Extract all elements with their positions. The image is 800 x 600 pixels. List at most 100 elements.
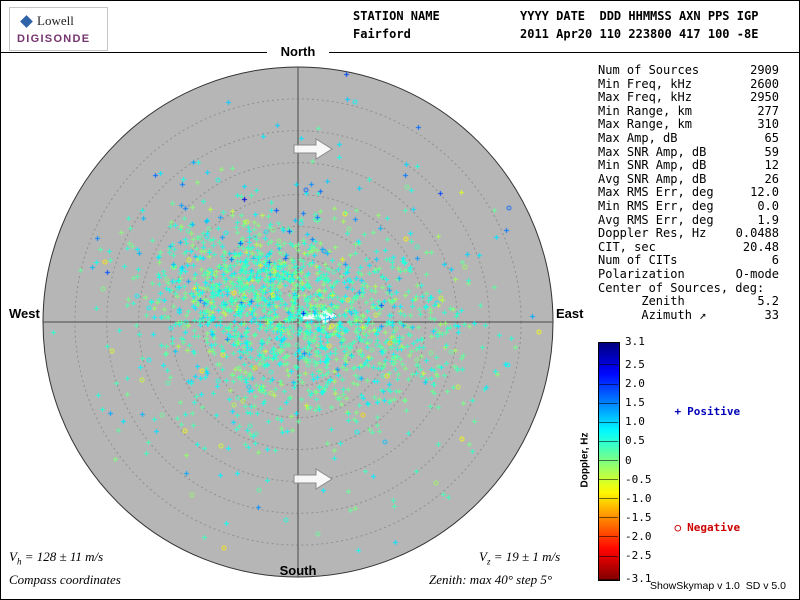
parameter-value: 26 bbox=[764, 171, 779, 186]
parameter-value: 20.48 bbox=[742, 239, 779, 254]
parameter-label: Max SNR Amp, dB bbox=[598, 144, 707, 159]
parameter-value: 12.0 bbox=[750, 185, 779, 200]
parameter-value: 1.9 bbox=[757, 212, 779, 227]
colorbar-tick-label: 2.5 bbox=[625, 357, 645, 371]
parameter-label: Center of Sources, deg: bbox=[598, 280, 765, 295]
parameter-label: Min RMS Err, deg bbox=[598, 198, 714, 213]
parameter-row: Polarization O-mode bbox=[598, 266, 779, 282]
parameter-label: Num of Sources bbox=[598, 63, 700, 77]
parameter-row: Azimuth ↗ 33 bbox=[598, 307, 779, 323]
version-text: ShowSkymap v 1.0 SD v 5.0 bbox=[650, 580, 786, 592]
parameter-row: Zenith 5.2 bbox=[598, 294, 779, 309]
parameter-row: Max Amp, dB 65 bbox=[598, 130, 779, 146]
colorbar-tick-label: 0 bbox=[625, 453, 632, 467]
parameter-value: 277 bbox=[757, 103, 779, 118]
parameter-value: 59 bbox=[764, 144, 779, 159]
colorbar-tick-label: -3.1 bbox=[625, 572, 652, 585]
parameter-value: 33 bbox=[764, 307, 779, 322]
parameter-label: Max Freq, kHz bbox=[598, 90, 692, 105]
parameter-label: CIT, sec bbox=[598, 239, 656, 254]
parameter-value: 0.0488 bbox=[735, 226, 779, 241]
parameter-row: Min RMS Err, deg 0.0 bbox=[598, 198, 779, 214]
colorbar-tick-label: 1.0 bbox=[625, 415, 645, 429]
colorbar-tick-mark bbox=[598, 578, 618, 580]
parameter-value: 2600 bbox=[750, 76, 779, 91]
parameter-row: Min SNR Amp, dB 12 bbox=[598, 159, 779, 173]
parameter-value: 310 bbox=[757, 117, 779, 132]
colorbar-tick-mark bbox=[598, 402, 618, 404]
parameter-value: 2909 bbox=[750, 63, 779, 77]
direction-label-north: North bbox=[267, 44, 329, 59]
parameter-label: Max Range, km bbox=[598, 117, 692, 132]
parameter-value: O-mode bbox=[735, 266, 779, 281]
parameters-panel: Num of Sources 2909 Min Freq, kHz 2600 Max F… bbox=[598, 63, 779, 323]
legend-negative-label: Negative bbox=[687, 521, 741, 534]
colorbar-tick-label: -1.5 bbox=[625, 510, 652, 524]
parameter-label: Num of CITs bbox=[598, 253, 678, 268]
horizontal-velocity-readout: Vh = 128 ± 11 m/s bbox=[9, 549, 103, 567]
colorbar-tick-label: 3.1 bbox=[625, 335, 645, 348]
colorbar-tick-mark bbox=[598, 555, 618, 557]
vertical-velocity-readout: Vz = 19 ± 1 m/s bbox=[479, 549, 560, 567]
colorbar-tick-mark bbox=[598, 383, 618, 385]
parameter-label: Max RMS Err, deg bbox=[598, 185, 714, 200]
legend-negative: ○ Negative bbox=[648, 508, 741, 547]
parameter-row: Center of Sources, deg: bbox=[598, 280, 779, 296]
parameter-label: Avg RMS Err, deg bbox=[598, 212, 714, 227]
direction-label-west: West bbox=[9, 306, 40, 321]
parameter-row: Min Freq, kHz 2600 bbox=[598, 76, 779, 92]
parameter-row: Avg RMS Err, deg 1.9 bbox=[598, 212, 779, 228]
parameter-row: CIT, sec 20.48 bbox=[598, 239, 779, 255]
colorbar-tick-label: 2.0 bbox=[625, 377, 645, 391]
parameter-value: 12 bbox=[764, 158, 779, 173]
colorbar-tick-mark bbox=[598, 460, 618, 461]
parameter-value: 2950 bbox=[750, 90, 779, 105]
legend-positive: + Positive bbox=[648, 392, 741, 431]
parameter-value: 0.0 bbox=[757, 198, 779, 213]
parameter-value: 6 bbox=[771, 253, 779, 268]
parameter-label: Min Freq, kHz bbox=[598, 76, 692, 91]
parameter-label: Avg SNR Amp, dB bbox=[598, 171, 707, 186]
parameter-label: Zenith bbox=[598, 294, 685, 309]
parameter-label: Doppler Res, Hz bbox=[598, 226, 707, 241]
parameter-label: Min Range, km bbox=[598, 103, 692, 118]
colorbar-tick-mark bbox=[598, 536, 618, 538]
colorbar-tick-label: -2.0 bbox=[625, 529, 652, 543]
vz-symbol: V bbox=[479, 549, 487, 564]
colorbar-axis-label: Doppler, Hz bbox=[579, 432, 591, 488]
parameter-row: Avg SNR Amp, dB 26 bbox=[598, 171, 779, 187]
legend-positive-label: Positive bbox=[687, 405, 741, 418]
doppler-colorbar bbox=[598, 342, 620, 581]
colorbar-tick-mark bbox=[598, 498, 618, 500]
colorbar-tick-mark bbox=[598, 440, 618, 442]
parameter-value: 5.2 bbox=[757, 294, 779, 309]
parameter-row: Max RMS Err, deg 12.0 bbox=[598, 186, 779, 200]
parameter-label: Polarization bbox=[598, 266, 685, 281]
azimuth-direction-arrow-icon: ↗ bbox=[699, 307, 707, 322]
direction-label-south: South bbox=[279, 563, 317, 578]
colorbar-tick-label: -2.5 bbox=[625, 549, 652, 563]
vh-value: = 128 ± 11 m/s bbox=[21, 549, 104, 564]
colorbar-tick-mark bbox=[598, 341, 618, 343]
parameter-row: Max SNR Amp, dB 59 bbox=[598, 144, 779, 160]
zenith-scale-note: Zenith: max 40° step 5° bbox=[429, 572, 553, 587]
plus-marker-icon: + bbox=[674, 405, 682, 418]
colorbar-tick-label: 0.5 bbox=[625, 434, 645, 448]
parameter-row: Num of CITs 6 bbox=[598, 254, 779, 268]
colorbar-tick-label: -1.0 bbox=[625, 491, 652, 505]
parameter-row: Doppler Res, Hz 0.0488 bbox=[598, 227, 779, 241]
direction-label-east: East bbox=[556, 306, 584, 321]
circle-marker-icon: ○ bbox=[674, 521, 682, 534]
parameter-row: Max Freq, kHz 2950 bbox=[598, 91, 779, 105]
parameter-row: Min Range, km 277 bbox=[598, 103, 779, 119]
vh-symbol: V bbox=[9, 549, 17, 564]
colorbar-tick-mark bbox=[598, 517, 618, 519]
colorbar-tick-mark bbox=[598, 364, 618, 366]
coordinates-note: Compass coordinates bbox=[9, 572, 121, 587]
parameter-row: Max Range, km 310 bbox=[598, 118, 779, 132]
parameter-row: Num of Sources 2909 bbox=[598, 63, 779, 78]
parameter-label: Max Amp, dB bbox=[598, 130, 678, 145]
colorbar-tick-label: -0.5 bbox=[625, 472, 652, 486]
parameter-label: Min SNR Amp, dB bbox=[598, 158, 707, 173]
